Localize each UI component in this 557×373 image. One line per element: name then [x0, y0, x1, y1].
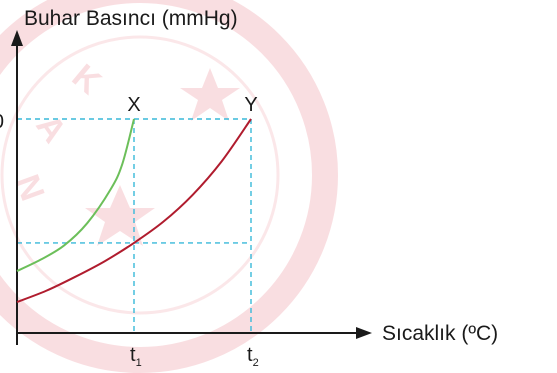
y-axis-title: Buhar Basıncı (mmHg)	[24, 7, 238, 30]
watermark-letter-k: K	[65, 57, 109, 102]
series-y-line	[16, 118, 252, 303]
y-tick-label: 760	[0, 111, 4, 133]
watermark-letter-a: A	[28, 108, 73, 150]
x-tick-labels: t1 t2	[130, 344, 259, 369]
y-axis-arrow-icon	[11, 30, 23, 46]
series-x-label: X	[127, 94, 140, 116]
watermark-star-icon	[85, 185, 155, 246]
series-y-label: Y	[244, 94, 257, 116]
x-tick-label: t1	[130, 344, 142, 369]
watermark-seal: K A N	[0, 0, 338, 373]
x-tick-label: t2	[247, 344, 259, 369]
x-axis-arrow-icon	[356, 327, 372, 339]
series-x-line	[16, 118, 135, 272]
watermark-star-icon	[180, 68, 240, 121]
x-axis-title: Sıcaklık (ºC)	[382, 322, 498, 345]
watermark-letter-n: N	[7, 170, 51, 206]
